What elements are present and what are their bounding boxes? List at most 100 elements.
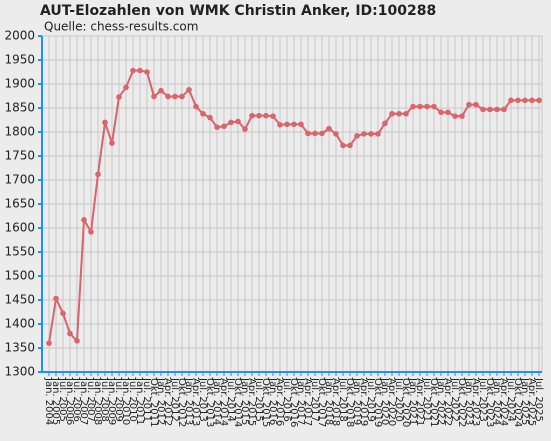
data-point <box>312 130 318 137</box>
x-tick-label: Jan. 2013 <box>183 377 194 425</box>
x-tick-label: Jul. 2009 <box>113 377 124 422</box>
x-tick-label: Jan. 2005 <box>50 377 61 425</box>
x-tick-label: Jul. 2024 <box>505 377 516 422</box>
x-tick-label: Jul. 2025 <box>533 377 544 422</box>
y-tick-label: 1500 <box>4 269 35 283</box>
x-tick-label: Okt. 2021 <box>428 378 439 427</box>
x-tick-label: Okt. 2014 <box>232 378 243 427</box>
x-tick-label: Okt. 2015 <box>260 378 271 427</box>
data-point <box>249 112 255 119</box>
data-point <box>95 171 101 178</box>
data-point <box>130 67 136 74</box>
y-tick-label: 1850 <box>4 101 35 115</box>
data-point <box>445 109 451 116</box>
x-tick-label: Apr. 2024 <box>498 378 509 426</box>
x-tick-label: Jan. 2020 <box>379 377 390 425</box>
x-tick-label: Jan. 2008 <box>92 377 103 425</box>
x-tick-label: Jul. 2023 <box>477 377 488 422</box>
data-point <box>403 110 409 117</box>
data-point <box>207 114 213 121</box>
x-tick-label: Jan. 2025 <box>519 377 530 425</box>
data-point <box>277 122 283 128</box>
chart-title: AUT-Elozahlen von WMK Christin Anker, ID… <box>40 3 436 19</box>
x-tick-label: Jul. 2016 <box>281 377 292 422</box>
x-tick-label: Jan. 2017 <box>295 377 306 425</box>
x-tick-label: Jul. 2022 <box>449 377 460 422</box>
data-point <box>368 131 374 137</box>
x-tick-label: Okt. 2019 <box>372 378 383 427</box>
data-point <box>459 113 465 119</box>
data-point <box>417 103 423 110</box>
data-point <box>186 86 192 93</box>
data-point <box>46 340 52 347</box>
x-tick-label: Okt. 2012 <box>176 378 187 427</box>
data-point <box>375 131 381 137</box>
data-point <box>67 330 73 337</box>
x-tick-label: Jul. 2006 <box>71 377 82 422</box>
x-tick-label: Apr. 2015 <box>246 378 257 426</box>
data-point <box>221 123 227 130</box>
data-point <box>333 131 339 137</box>
y-tick-label: 1600 <box>4 221 35 235</box>
data-point <box>536 97 542 104</box>
data-point <box>235 118 241 125</box>
x-tick-label: Okt. 2016 <box>288 378 299 427</box>
x-tick-label: Jan. 2014 <box>211 377 222 425</box>
x-tick-label: Jul. 2010 <box>127 377 138 422</box>
data-point <box>354 133 360 139</box>
x-tick-label: Jan. 2021 <box>407 377 418 425</box>
x-tick-label: Jan. 2015 <box>239 377 250 425</box>
x-tick-label: Jan. 2006 <box>64 377 75 425</box>
y-tick-label: 1950 <box>4 53 35 67</box>
data-point <box>515 97 521 104</box>
x-tick-label: Apr. 2025 <box>526 378 537 426</box>
x-tick-label: Jul. 2013 <box>197 377 208 422</box>
x-tick-label: Jul. 2017 <box>309 377 320 422</box>
data-point <box>88 229 94 235</box>
data-point <box>305 130 311 137</box>
x-tick-label: Jan. 2022 <box>435 377 446 425</box>
data-point <box>179 93 185 100</box>
data-point <box>298 121 304 128</box>
x-tick-label: Okt. 2011 <box>148 378 159 427</box>
x-tick-label: Apr. 2012 <box>162 378 173 426</box>
data-point <box>494 106 500 113</box>
data-point <box>326 125 332 132</box>
data-point <box>410 103 416 110</box>
data-point <box>487 106 493 113</box>
y-tick-label: 1800 <box>4 125 35 139</box>
data-point <box>431 103 437 110</box>
x-tick-label: Jan. 2018 <box>323 377 334 425</box>
data-point <box>74 338 80 344</box>
data-point <box>116 94 122 100</box>
y-tick-label: 1900 <box>4 77 35 91</box>
data-point <box>109 140 115 146</box>
data-point <box>347 142 353 149</box>
x-tick-label: Jul. 2011 <box>141 377 152 422</box>
x-tick-label: Jul. 2019 <box>365 377 376 422</box>
x-tick-label: Jul. 2008 <box>99 377 110 422</box>
x-tick-label: Apr. 2022 <box>442 378 453 426</box>
data-point <box>508 97 514 104</box>
x-tick-label: Okt. 2020 <box>400 378 411 427</box>
data-point <box>242 126 248 132</box>
x-tick-label: Apr. 2013 <box>190 378 201 426</box>
data-point <box>193 103 199 110</box>
x-tick-label: Apr. 2020 <box>386 378 397 426</box>
data-point <box>522 97 528 104</box>
x-tick-label: Apr. 2018 <box>330 378 341 426</box>
data-point <box>480 106 486 113</box>
x-tick-label: Okt. 2018 <box>344 378 355 427</box>
data-point <box>165 93 171 100</box>
data-point <box>158 87 164 94</box>
x-tick-label: Jan. 2011 <box>134 377 145 425</box>
data-point <box>473 101 479 108</box>
data-point <box>452 113 458 119</box>
x-tick-label: Okt. 2017 <box>316 378 327 427</box>
data-point <box>144 69 150 75</box>
x-tick-label: Apr. 2023 <box>470 378 481 426</box>
data-point <box>382 120 388 127</box>
x-tick-label: Jan. 2012 <box>155 377 166 425</box>
y-tick-label: 1300 <box>4 365 35 379</box>
